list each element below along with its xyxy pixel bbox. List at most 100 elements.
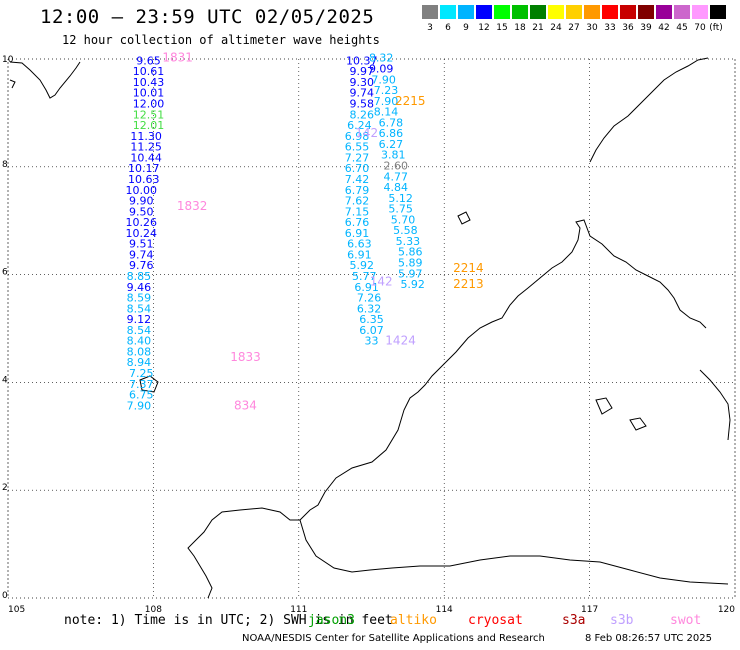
wave-height-value: 4.77 (383, 170, 408, 183)
scale-swatch (710, 5, 726, 19)
wave-height-value: 12.51 (133, 108, 165, 121)
wave-height-value: 6.75 (129, 389, 154, 402)
footer-timestamp: 8 Feb 08:26:57 UTC 2025 (585, 633, 712, 644)
wave-height-value: 10.44 (130, 151, 162, 164)
scale-label: 45 (676, 23, 688, 33)
lat-tick-label: 4 (2, 375, 8, 385)
scale-label: (ft) (709, 23, 723, 33)
pass-time-label: 1833 (230, 350, 261, 364)
scale-label: 36 (622, 23, 634, 33)
wave-height-value: 8.59 (127, 292, 152, 305)
island-2 (595, 397, 613, 415)
sumatra-coast (187, 507, 300, 599)
wave-height-value: 7.90 (374, 95, 399, 108)
pass-time-label: 2213 (453, 277, 484, 291)
wave-height-value: 33 (365, 335, 379, 348)
pass-time-label: 834 (234, 398, 257, 412)
wave-height-value: 10.00 (126, 184, 158, 197)
wave-height-value: 9.74 (129, 248, 154, 261)
scale-label: 39 (640, 23, 652, 33)
wave-height-value: 7.27 (345, 151, 370, 164)
wave-height-value: 6.76 (345, 216, 370, 229)
lon-tick-label: 114 (436, 605, 453, 615)
scale-swatch (458, 5, 474, 19)
satellite-legend-item: jason3 (308, 613, 355, 628)
lon-tick-label: 108 (145, 605, 162, 615)
footer-note: note: 1) Time is in UTC; 2) SWH is in fe… (64, 613, 393, 628)
scale-swatch (584, 5, 600, 19)
scale-label: 3 (427, 23, 433, 33)
island-1 (139, 375, 159, 393)
wave-height-value: 8.08 (127, 345, 152, 358)
scale-swatch (602, 5, 618, 19)
lat-tick-label: 10 (2, 55, 14, 65)
lon-tick-label: 111 (290, 605, 307, 615)
palawan-coast (589, 57, 709, 163)
wave-height-value: 10.01 (133, 87, 165, 100)
wave-height-value: 5.77 (352, 270, 377, 283)
wave-height-value: 10.37 (346, 54, 378, 67)
wave-height-value: 7.25 (129, 367, 154, 380)
wave-height-value: 7.37 (129, 378, 154, 391)
wave-height-value: 9.97 (350, 65, 375, 78)
scale-label: 6 (445, 23, 451, 33)
pass-time-label: 142 (370, 274, 393, 288)
wave-height-value: 9.51 (129, 238, 154, 251)
wave-height-value: 9.58 (350, 98, 375, 111)
scale-swatch (692, 5, 708, 19)
mindanao-coast (699, 369, 731, 441)
pass-labels: 1831 1832 1833 834 2215 2214 2213 142 142 1424 (162, 51, 483, 413)
scale-label: 18 (514, 23, 526, 33)
lon-tick-label: 117 (581, 605, 598, 615)
axis-ticks: 105 108 111 114 117 120 0 2 4 6 8 10 (2, 55, 735, 615)
wave-height-value: 8.94 (127, 356, 152, 369)
wave-height-value: 5.70 (391, 213, 416, 226)
wave-height-value: 7.90 (371, 73, 396, 86)
wave-height-value: 6.27 (379, 138, 404, 151)
wave-height-value: 3.81 (381, 149, 406, 162)
wave-height-value: 12.01 (133, 119, 165, 132)
scale-swatch (476, 5, 492, 19)
wave-height-value: 7.62 (345, 195, 370, 208)
scale-label: 30 (586, 23, 598, 33)
scale-swatch (620, 5, 636, 19)
wave-height-value: 6.55 (345, 141, 370, 154)
wave-height-value: 5.86 (398, 246, 423, 259)
satellite-legend-item: swot (670, 613, 702, 628)
satellite-legend-item: altiko (390, 613, 437, 628)
wave-height-value: 5.97 (398, 267, 423, 280)
wave-height-value: 9.12 (127, 313, 152, 326)
wave-height-value: 11.30 (130, 130, 162, 143)
scale-label: 9 (463, 23, 469, 33)
island-4 (457, 211, 471, 225)
wave-height-value: 6.70 (345, 162, 370, 175)
scale-label: 15 (496, 23, 508, 33)
wave-height-value: 8.54 (127, 324, 152, 337)
wave-height-value: 9.30 (350, 76, 375, 89)
pass-time-label: 142 (355, 126, 378, 140)
wave-height-value: 6.78 (379, 116, 404, 129)
wave-height-observations: 9.6510.6110.4310.0112.0012.5112.0111.301… (126, 52, 425, 413)
wave-height-value: 12.00 (133, 98, 165, 111)
wave-height-value: 5.33 (396, 235, 421, 248)
page-subtitle: 12 hour collection of altimeter wave hei… (62, 33, 380, 47)
wave-height-value: 6.91 (347, 248, 372, 261)
wave-height-value: 6.32 (357, 302, 382, 315)
scale-label: 70 (694, 23, 706, 33)
scale-label: 42 (658, 23, 670, 33)
wave-height-value: 5.12 (388, 192, 413, 205)
scale-label: 27 (568, 23, 580, 33)
wave-height-value: 5.92 (350, 259, 375, 272)
borneo-coast (299, 219, 707, 521)
lon-tick-label: 105 (8, 605, 25, 615)
wave-height-value: 7.42 (345, 173, 370, 186)
scale-swatch (440, 5, 456, 19)
wave-height-value: 8.40 (127, 335, 152, 348)
scale-label: 21 (532, 23, 544, 33)
wave-height-value: 8.14 (374, 106, 399, 119)
scale-swatch (494, 5, 510, 19)
footer-credit: NOAA/NESDIS Center for Satellite Applica… (242, 633, 545, 644)
satellite-legend-item: s3b (610, 613, 634, 628)
wave-height-value: 7.90 (127, 399, 152, 412)
